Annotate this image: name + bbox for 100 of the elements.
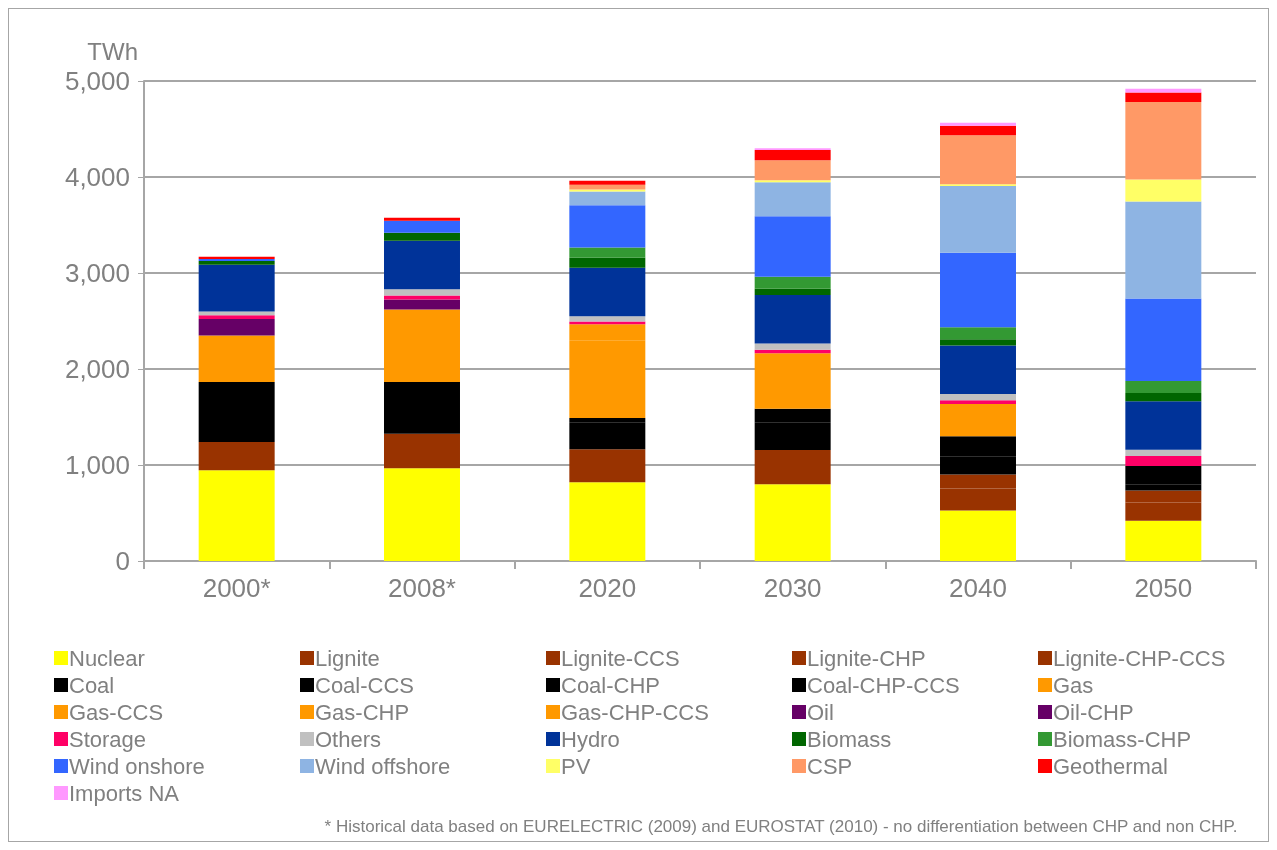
- bar: [1125, 179, 1202, 202]
- legend-label: Gas-CHP-CCS: [561, 699, 709, 725]
- bar: [569, 257, 646, 268]
- bar: [754, 353, 831, 409]
- bar: [940, 327, 1016, 340]
- bar: [198, 261, 275, 265]
- bar: [198, 470, 275, 561]
- legend-label: Lignite-CHP-CCS: [1053, 645, 1226, 671]
- y-tick-label: 2,000: [64, 354, 130, 384]
- x-tick-label: 2020: [578, 573, 637, 603]
- x-tick-label: 2008*: [388, 573, 456, 603]
- bar: [940, 339, 1016, 346]
- legend-label: Nuclear: [69, 645, 145, 671]
- bar: [754, 150, 831, 161]
- y-tick-label: 1,000: [64, 450, 130, 480]
- bar: [940, 510, 1016, 561]
- bar: [198, 381, 275, 442]
- y-tick-label: 0: [115, 546, 130, 576]
- bar: [1125, 92, 1202, 103]
- bar: [384, 240, 460, 290]
- bar: [384, 309, 460, 382]
- legend-label: Storage: [69, 726, 147, 752]
- legend-label: Coal-CHP: [561, 672, 661, 698]
- bar: [569, 191, 646, 206]
- bar: [384, 433, 460, 469]
- bar: [940, 135, 1016, 185]
- legend-label: Wind onshore: [69, 753, 205, 779]
- bar: [940, 122, 1016, 126]
- legend-label: Gas-CHP: [315, 699, 410, 725]
- legend-label: Imports NA: [69, 780, 180, 806]
- bar: [940, 393, 1016, 401]
- x-tick-label: 2000*: [202, 573, 271, 603]
- bar: [940, 345, 1016, 394]
- bar: [384, 232, 460, 241]
- x-tick-label: 2050: [1134, 573, 1193, 603]
- bar: [1125, 102, 1202, 180]
- bar: [384, 217, 460, 221]
- bar: [940, 186, 1016, 253]
- bar: [569, 267, 646, 317]
- bar: [198, 264, 275, 312]
- text: * Historical data based on EURELECTRIC (2009) and EUROSTAT (2010) - no differentiation between CHP and non CHP.: [324, 817, 1238, 836]
- x-tick-label: 2030: [763, 573, 822, 603]
- bar: [569, 247, 646, 258]
- x-tick-label: 2040: [949, 573, 1007, 603]
- bar: [198, 315, 275, 320]
- bar: [1125, 201, 1202, 299]
- bar: [754, 288, 831, 296]
- bar: [1125, 88, 1202, 93]
- legend-label: CSP: [807, 753, 853, 779]
- bar: [754, 453, 831, 485]
- bar: [569, 449, 646, 483]
- legend-label: Coal-CCS: [315, 672, 415, 698]
- bar: [940, 252, 1016, 328]
- bar: [384, 381, 460, 434]
- y-tick-label: 5,000: [64, 66, 130, 96]
- bar: [569, 482, 646, 561]
- legend-label: Lignite: [315, 645, 380, 671]
- bar: [1125, 455, 1202, 466]
- legend-label: Wind offshore: [315, 753, 451, 779]
- legend-label: PV: [561, 753, 591, 779]
- bar: [384, 468, 460, 561]
- bar: [940, 404, 1016, 437]
- legend-label: Geothermal: [1053, 753, 1168, 779]
- bar: [1125, 401, 1202, 450]
- bar: [384, 289, 460, 296]
- bar: [754, 182, 831, 217]
- bar: [569, 205, 646, 248]
- bar: [1125, 298, 1202, 381]
- legend-label: Lignite-CHP: [807, 645, 926, 671]
- bar: [569, 316, 646, 322]
- legend-label: Oil-CHP: [1053, 699, 1134, 725]
- bar: [1125, 449, 1202, 456]
- bar: [198, 319, 275, 336]
- legend-label: Oil: [807, 699, 834, 725]
- y-axis-title: TWh: [87, 37, 138, 65]
- legend-label: Coal-CHP-CCS: [807, 672, 960, 698]
- bar: [940, 400, 1016, 405]
- legend-label: Biomass-CHP: [1053, 726, 1192, 752]
- legend-label: Gas-CCS: [69, 699, 164, 725]
- y-tick-label: 4,000: [64, 162, 130, 192]
- bar: [754, 295, 831, 344]
- bar: [569, 321, 646, 325]
- bar: [754, 216, 831, 277]
- legend-label: Others: [315, 726, 382, 752]
- bar: [754, 484, 831, 561]
- bar: [569, 180, 646, 185]
- bar: [754, 160, 831, 181]
- bar: [384, 299, 460, 310]
- bar: [1125, 393, 1202, 402]
- bar: [1125, 520, 1202, 561]
- bar: [384, 220, 460, 233]
- legend-label: Gas: [1053, 672, 1094, 698]
- bar: [198, 311, 275, 316]
- bar: [198, 335, 275, 382]
- bar: [569, 422, 646, 450]
- legend-label: Biomass: [807, 726, 892, 752]
- bar: [1125, 381, 1202, 393]
- bar: [940, 125, 1016, 136]
- legend-label: Hydro: [561, 726, 620, 752]
- bar: [198, 441, 275, 471]
